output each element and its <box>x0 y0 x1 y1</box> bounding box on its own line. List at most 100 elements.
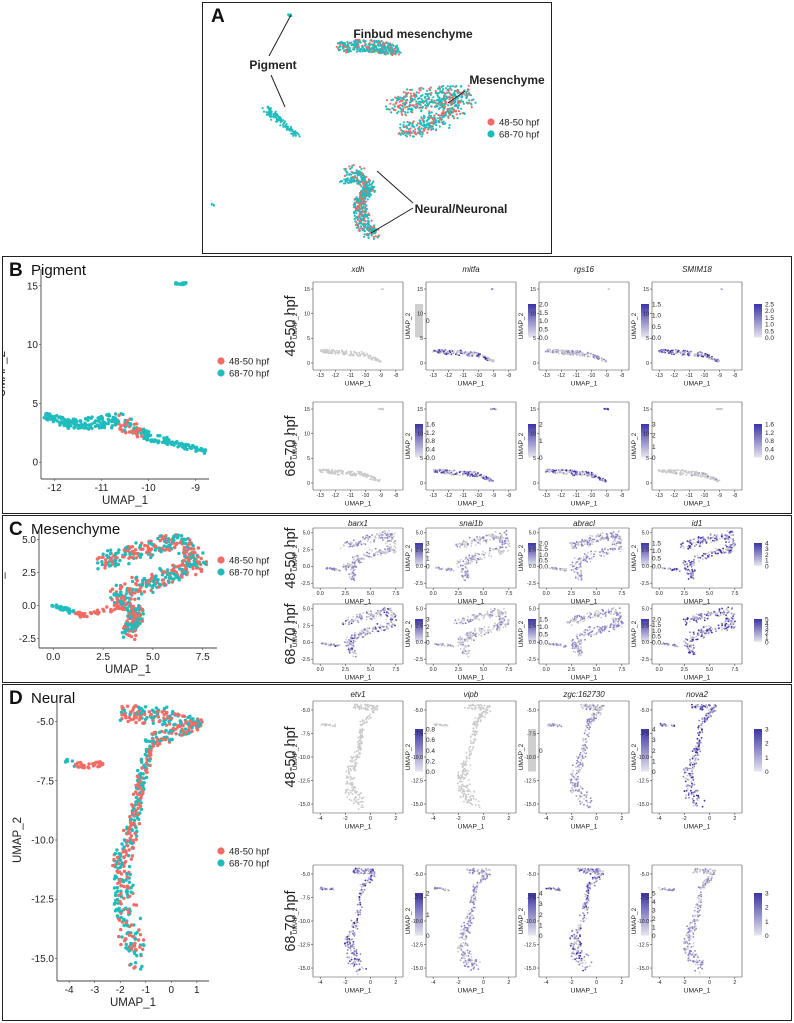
cell-point <box>352 616 354 618</box>
cell-point <box>361 353 364 355</box>
x-tick-label: -10 <box>362 493 370 499</box>
cell-point <box>361 46 365 49</box>
cell-point <box>669 470 672 473</box>
cell-point <box>439 98 442 101</box>
x-axis-label: UMAP_1 <box>345 598 372 605</box>
cell-point <box>373 477 376 479</box>
cell-point <box>138 428 142 432</box>
cell-point <box>409 127 412 130</box>
cell-point <box>282 123 285 126</box>
cell-point <box>399 103 402 107</box>
feature-plot-points <box>657 407 723 483</box>
cell-point <box>68 419 72 423</box>
cell-point <box>362 177 365 180</box>
cell-point <box>346 564 349 567</box>
cell-point <box>347 616 350 619</box>
cell-point <box>266 113 269 116</box>
cell-point <box>161 582 165 586</box>
cell-point <box>363 167 366 170</box>
y-tick-label: 10 <box>530 312 536 318</box>
cell-point <box>373 553 375 555</box>
cell-point <box>134 633 138 638</box>
x-tick-label: -8 <box>732 493 737 499</box>
cell-point <box>44 412 48 416</box>
cell-point <box>134 556 139 560</box>
cell-point <box>382 625 385 628</box>
cell-point <box>357 205 360 208</box>
cell-point <box>373 42 376 45</box>
cell-point <box>581 474 583 477</box>
cell-point <box>355 176 358 179</box>
cell-point <box>365 194 368 197</box>
x-tick-label: -12 <box>332 493 340 499</box>
cell-point <box>133 591 137 595</box>
cell-point <box>418 132 421 135</box>
cell-point <box>555 351 558 353</box>
cell-point <box>150 543 155 547</box>
x-tick-label: -13 <box>655 493 663 499</box>
cell-point <box>373 43 376 47</box>
cell-point <box>191 562 196 566</box>
legend-dot-late <box>487 130 495 138</box>
cell-point <box>75 419 79 423</box>
x-tick-label: -13 <box>429 373 437 379</box>
cell-point <box>589 352 591 355</box>
cell-point <box>136 596 141 601</box>
cell-point <box>185 447 189 451</box>
cell-point <box>330 643 332 646</box>
colorbar-tick-label: 0.5 <box>765 328 774 335</box>
cell-point <box>132 426 136 430</box>
cell-point <box>717 360 720 363</box>
cell-point <box>133 548 138 552</box>
cell-point <box>401 130 404 133</box>
cell-point <box>181 551 186 555</box>
cell-point <box>421 133 424 136</box>
cell-point <box>158 566 162 571</box>
cell-point <box>123 582 127 586</box>
cell-point <box>184 567 188 571</box>
cell-point <box>404 103 407 106</box>
cell-point <box>354 565 356 568</box>
cell-point <box>113 412 118 416</box>
x-tick-label: -8 <box>393 373 398 379</box>
cell-point <box>384 50 387 53</box>
cell-point <box>130 575 134 580</box>
cell-point <box>95 557 100 561</box>
cell-point <box>363 352 365 354</box>
cell-point <box>320 642 323 645</box>
cell-point <box>557 352 560 355</box>
cell-point <box>335 45 338 48</box>
cell-point <box>160 546 164 551</box>
cell-point <box>176 533 180 537</box>
gene-title: xdh <box>351 265 365 274</box>
cell-point <box>499 553 502 556</box>
cell-point <box>363 213 366 217</box>
colorbar-tick-label: 2 <box>426 624 430 631</box>
cell-point <box>561 472 564 474</box>
cell-point <box>374 235 377 238</box>
cell-point <box>489 407 492 410</box>
cell-point <box>680 469 683 471</box>
cell-point <box>684 470 687 473</box>
y-tick-label: 15 <box>530 407 536 413</box>
cell-point <box>690 350 693 353</box>
cell-point <box>699 475 702 477</box>
y-tick-label: 2.5 <box>22 568 36 579</box>
cell-point <box>387 551 389 554</box>
cell-point <box>436 117 440 120</box>
cell-point <box>182 444 186 449</box>
cell-point <box>691 470 694 473</box>
cell-point <box>373 189 376 192</box>
cell-point <box>387 535 390 538</box>
cell-point <box>117 413 121 418</box>
cell-point <box>714 479 716 482</box>
cell-point <box>467 472 470 474</box>
cell-point <box>433 116 436 119</box>
cell-point <box>415 124 418 127</box>
cell-point <box>393 551 396 554</box>
cell-point <box>270 118 273 121</box>
panel-c: C Mesenchyme 0.0 2.5 5.0 7.5 -2.5 0.0 2.5 5.0 UM… <box>2 515 792 683</box>
cell-point <box>695 354 697 357</box>
cell-point <box>431 100 434 104</box>
